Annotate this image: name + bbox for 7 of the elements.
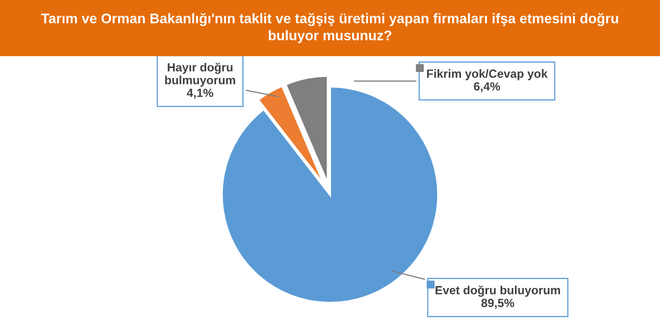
- chart-title: Tarım ve Orman Bakanlığı'nın taklit ve tağşiş üretimi yapan firmaları ifşa etmesini doğru buluyor musunuz?: [41, 12, 618, 44]
- data-label: 4,1%: [186, 88, 214, 99]
- legend-label: Evet doğru buluyorum: [436, 286, 560, 297]
- data-label: 6,4%: [474, 82, 500, 92]
- legend-label: Fikrim yok/Cevap yok: [427, 69, 548, 80]
- slice-label: Hayır doğru bulmuyorum: [165, 62, 236, 87]
- data-label: 89,5%: [481, 298, 514, 309]
